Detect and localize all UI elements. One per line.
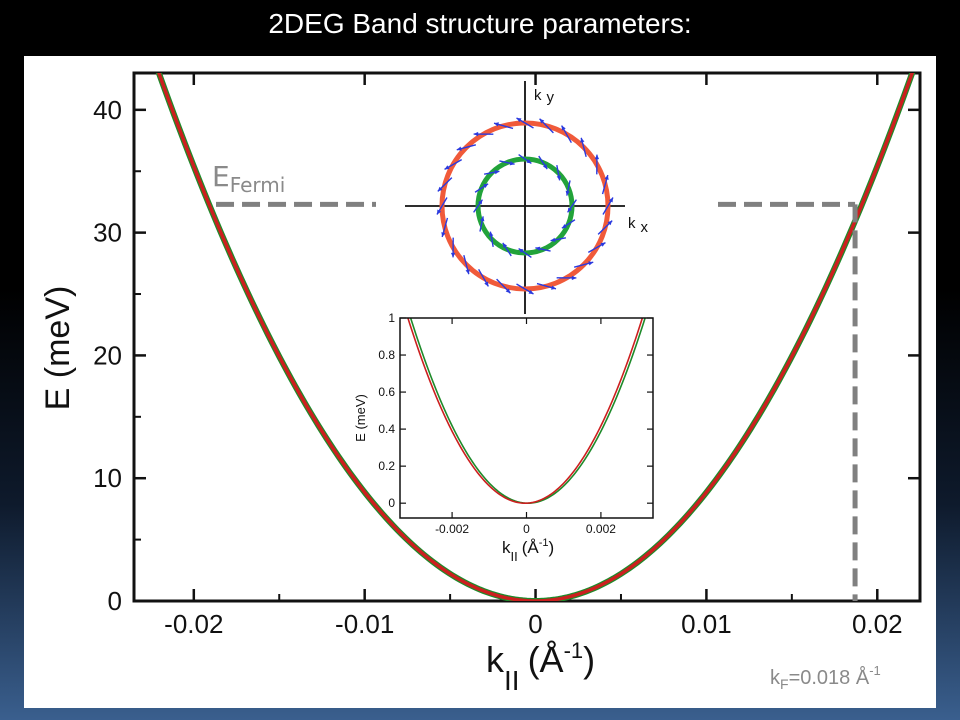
outer-spin-arrow-head bbox=[571, 275, 577, 281]
inset-y-tick-label: 0.8 bbox=[378, 348, 395, 362]
inset-y-tick-label: 1 bbox=[388, 311, 395, 325]
main-dispersion-curves bbox=[155, 73, 916, 601]
inner-spin-arrow-head bbox=[509, 161, 515, 166]
main-x-tick-label: -0.01 bbox=[335, 609, 394, 639]
inner-spin-arrow-head bbox=[535, 246, 541, 251]
main-xlabel-sub: II bbox=[504, 665, 520, 696]
inner-spin-arrow-head bbox=[567, 207, 572, 213]
inset-x-tick-label: 0.002 bbox=[586, 522, 616, 536]
inset-y-tick-label: 0.2 bbox=[378, 459, 395, 473]
inner-spin-arrow-head bbox=[478, 199, 483, 205]
outer-spin-arrow-head bbox=[456, 146, 462, 151]
inset-xlabel-unit: (Å bbox=[522, 538, 540, 557]
inset-xlabel-sub: II bbox=[511, 549, 518, 564]
main-xlabel-unit-sup: -1 bbox=[564, 638, 584, 663]
inner-spin-arrow-head bbox=[483, 183, 489, 189]
outer-spin-arrow-head bbox=[505, 288, 511, 294]
outer-spin-arrow-head bbox=[473, 131, 479, 137]
outer-spin-arrow-head bbox=[594, 154, 600, 160]
outer-spin-arrow-head bbox=[516, 118, 522, 123]
inset-dispersion-curves bbox=[407, 318, 646, 505]
outer-spin-arrow-head bbox=[600, 242, 606, 247]
inset-plot-axes: -0.002 0 0.002 0 0.2 0.4 0.6 0.8 1 bbox=[378, 311, 654, 536]
main-y-tick-label: 30 bbox=[93, 218, 122, 248]
inset-y-tick-label: 0 bbox=[388, 496, 395, 510]
outer-spin-arrow-head bbox=[580, 137, 585, 143]
inset-x-tick-label: -0.002 bbox=[435, 522, 469, 536]
main-x-axis-label: kII (Å-1) bbox=[486, 638, 595, 696]
outer-spin-arrow-head bbox=[607, 220, 613, 226]
outer-spin-arrow-head bbox=[528, 289, 534, 294]
fermi-label-sub: Fermi bbox=[230, 173, 286, 197]
outer-spin-arrow-head bbox=[551, 285, 556, 290]
contour-kx-k: k bbox=[628, 215, 636, 232]
main-y-tick-label: 0 bbox=[108, 586, 122, 616]
inset-y-tick-label: 0.4 bbox=[378, 422, 395, 436]
inset-series-line bbox=[407, 318, 644, 505]
contour-ky-k: k bbox=[534, 87, 542, 104]
fermi-contour-inset bbox=[405, 81, 625, 314]
outer-spin-arrow-head bbox=[561, 125, 566, 131]
inner-spin-arrow-head bbox=[489, 231, 494, 237]
main-y-tick-label: 40 bbox=[93, 95, 122, 125]
outer-spin-arrow-head bbox=[494, 122, 499, 127]
contour-ky-sub: y bbox=[547, 89, 555, 106]
inner-spin-arrow-head bbox=[550, 237, 556, 242]
main-x-tick-label: 0.02 bbox=[852, 609, 903, 639]
kf-label-rest: =0.018 Å bbox=[789, 666, 870, 689]
main-xlabel-unit-close: ) bbox=[583, 639, 595, 680]
inset-x-axis-label: kII (Å-1) bbox=[502, 537, 554, 564]
outer-spin-arrow-head bbox=[444, 165, 450, 170]
inner-spin-arrow-head bbox=[494, 170, 500, 175]
outer-spin-arrow-head bbox=[465, 269, 470, 275]
main-xlabel-unit: (Å bbox=[528, 639, 564, 680]
outer-spin-arrow-head bbox=[437, 209, 442, 215]
fermi-level-markers bbox=[216, 201, 858, 601]
slide-title: 2DEG Band structure parameters: bbox=[268, 8, 692, 39]
inner-spin-arrow-head bbox=[556, 175, 561, 181]
inner-spin-arrow-head bbox=[542, 164, 548, 170]
inner-spin-arrow-head bbox=[518, 248, 524, 253]
outer-spin-arrow-head bbox=[437, 186, 443, 192]
inset-background bbox=[400, 318, 653, 518]
kf-label-sub: F bbox=[780, 676, 789, 692]
outer-spin-arrow-head bbox=[484, 281, 489, 287]
outer-spin-arrow-head bbox=[608, 197, 613, 203]
inner-spin-arrow-head bbox=[502, 242, 508, 248]
inner-spin-arrow-head bbox=[561, 223, 567, 229]
figure-panel: -0.02 -0.01 0 0.01 0.02 0 10 20 30 40 E (meV) kII… bbox=[24, 56, 936, 708]
main-x-tick-label: -0.02 bbox=[164, 609, 223, 639]
outer-spin-arrow-head bbox=[441, 232, 446, 237]
inset-y-tick-label: 0.6 bbox=[378, 385, 395, 399]
contour-kx-sub: x bbox=[641, 219, 649, 236]
outer-spin-arrow-head bbox=[450, 252, 456, 258]
inset-xlabel-unit-close: ) bbox=[549, 538, 555, 557]
inset-xlabel-unit-sup: -1 bbox=[539, 537, 549, 549]
inner-spin-arrow-head bbox=[526, 159, 532, 164]
kf-label-sup: -1 bbox=[869, 663, 881, 678]
inset-y-axis-label: E (meV) bbox=[353, 394, 368, 442]
main-y-axis-label: E (meV) bbox=[39, 286, 77, 411]
inset-x-tick-label: 0 bbox=[523, 522, 530, 536]
kf-label: kF=0.018 Å-1 bbox=[770, 663, 881, 692]
kf-label-k: k bbox=[770, 667, 781, 689]
main-xlabel-k: k bbox=[486, 639, 505, 680]
inner-spin-arrow-head bbox=[565, 190, 570, 196]
main-x-tick-label: 0 bbox=[528, 609, 542, 639]
fermi-label: EFermi bbox=[212, 160, 285, 197]
main-y-tick-label: 10 bbox=[93, 463, 122, 493]
inner-spin-arrow-head bbox=[480, 216, 485, 222]
main-series-line bbox=[157, 73, 915, 601]
outer-spin-arrow-head bbox=[604, 175, 609, 180]
outer-spin-arrow-head bbox=[588, 261, 594, 266]
main-x-tick-label: 0.01 bbox=[681, 609, 732, 639]
main-y-tick-label: 20 bbox=[93, 340, 122, 370]
fermi-label-e: E bbox=[212, 160, 230, 193]
outer-spin-arrow-head bbox=[539, 118, 545, 124]
inset-xlabel-k: k bbox=[502, 538, 511, 557]
